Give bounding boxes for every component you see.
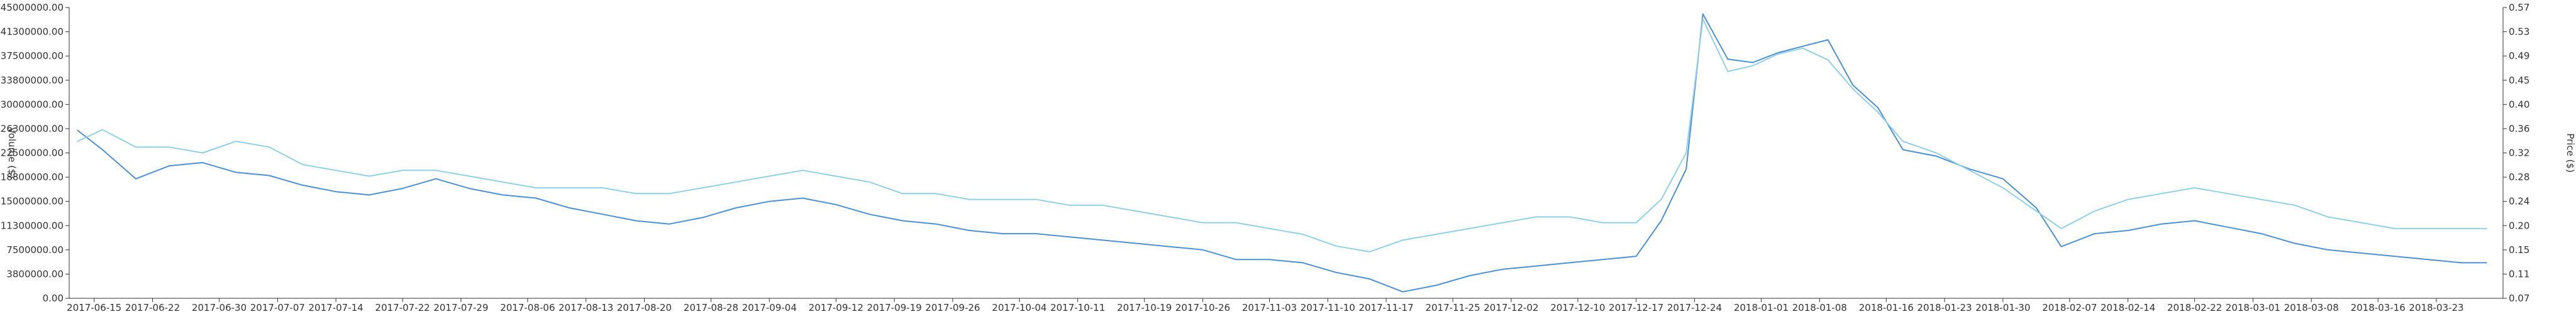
x-tick-label: 2017-09-12 <box>809 302 863 313</box>
x-tick-label: 2017-10-26 <box>1175 302 1230 313</box>
x-tick-label: 2017-07-22 <box>375 302 430 313</box>
x-tick-label: 2017-06-30 <box>192 302 247 313</box>
right-y-tick-label: 0.53 <box>2509 26 2529 38</box>
right-y-tick-label: 0.20 <box>2509 220 2529 231</box>
x-tick-label: 2017-06-15 <box>67 302 121 313</box>
right-y-axis-title: Price ($) <box>2565 133 2576 173</box>
x-tick-label: 2017-09-04 <box>742 302 797 313</box>
x-tick-label: 2017-10-04 <box>992 302 1046 313</box>
x-tick-label: 2018-02-07 <box>2042 302 2097 313</box>
x-tick-label: 2018-03-23 <box>2409 302 2463 313</box>
left-y-tick-label: 18800000.00 <box>1 171 64 183</box>
left-y-tick-label: 41300000.00 <box>1 26 64 38</box>
right-y-tick-label: 0.11 <box>2509 268 2529 279</box>
right-y-tick-label: 0.07 <box>2509 293 2529 304</box>
x-tick-label: 2017-12-17 <box>1609 302 1663 313</box>
right-y-tick-label: 0.45 <box>2509 75 2529 86</box>
x-tick-label: 2017-07-14 <box>309 302 364 313</box>
x-tick-label: 2018-01-08 <box>1792 302 1847 313</box>
left-y-tick-label: 37500000.00 <box>1 50 64 62</box>
x-tick-label: 2017-12-02 <box>1484 302 1538 313</box>
right-y-tick-label: 0.40 <box>2509 99 2529 110</box>
left-y-tick-label: 22500000.00 <box>1 148 64 159</box>
x-tick-label: 2017-08-13 <box>558 302 613 313</box>
right-y-tick-label: 0.36 <box>2509 123 2529 134</box>
x-tick-label: 2017-10-11 <box>1050 302 1105 313</box>
left-y-tick-label: 30000000.00 <box>1 99 64 110</box>
right-y-tick-label: 0.57 <box>2509 2 2529 13</box>
volume-series-line <box>77 13 2487 293</box>
left-y-tick-label: 15000000.00 <box>1 196 64 207</box>
x-tick-label: 2017-09-26 <box>925 302 980 313</box>
x-axis-ticks: 2017-06-15 2017-06-22 2017-06-30 2017-07-07… <box>67 298 2464 313</box>
x-tick-label: 2018-01-01 <box>1734 302 1789 313</box>
x-tick-label: 2018-03-01 <box>2226 302 2280 313</box>
left-y-tick-label: 26300000.00 <box>1 123 64 134</box>
left-y-tick-label: 45000000.00 <box>1 2 64 13</box>
x-tick-label: 2017-11-03 <box>1242 302 1297 313</box>
x-tick-label: 2017-12-10 <box>1550 302 1605 313</box>
price-series-line <box>77 18 2487 252</box>
x-tick-label: 2018-03-08 <box>2284 302 2339 313</box>
x-tick-label: 2018-03-16 <box>2351 302 2406 313</box>
x-tick-label: 2017-07-07 <box>250 302 305 313</box>
right-y-tick-label: 0.24 <box>2509 196 2529 207</box>
x-tick-label: 2017-11-25 <box>1425 302 1480 313</box>
x-tick-label: 2017-08-20 <box>617 302 672 313</box>
left-y-tick-label: 33800000.00 <box>1 75 64 86</box>
series-group <box>77 13 2487 293</box>
x-tick-label: 2017-12-24 <box>1667 302 1722 313</box>
right-y-axis-ticks: 0.07 0.11 0.15 0.20 0.24 0.28 0.32 0.36 0.40 0.45… <box>2503 2 2529 304</box>
x-tick-label: 2017-09-19 <box>867 302 921 313</box>
x-tick-label: 2017-08-06 <box>500 302 555 313</box>
left-y-tick-label: 7500000.00 <box>6 244 64 256</box>
right-y-tick-label: 0.49 <box>2509 50 2529 62</box>
x-tick-label: 2017-10-19 <box>1117 302 1172 313</box>
left-y-tick-label: 0.00 <box>43 293 64 304</box>
x-tick-label: 2017-06-22 <box>125 302 180 313</box>
right-y-tick-label: 0.32 <box>2509 148 2529 159</box>
right-y-tick-label: 0.15 <box>2509 244 2529 256</box>
x-tick-label: 2017-07-29 <box>433 302 488 313</box>
x-tick-label: 2018-01-16 <box>1859 302 1914 313</box>
x-tick-label: 2018-02-14 <box>2101 302 2155 313</box>
left-y-axis-title: Volume ($) <box>6 127 18 179</box>
x-tick-label: 2017-08-28 <box>684 302 738 313</box>
left-y-axis-ticks: 0.00 3800000.00 7500000.00 11300000.00 15000… <box>1 2 69 304</box>
x-tick-label: 2017-11-17 <box>1358 302 1413 313</box>
x-tick-label: 2018-02-22 <box>2167 302 2222 313</box>
left-y-tick-label: 3800000.00 <box>6 268 64 279</box>
x-tick-label: 2018-01-30 <box>1975 302 2030 313</box>
x-tick-label: 2018-01-23 <box>1917 302 1972 313</box>
x-tick-label: 2017-11-10 <box>1301 302 1355 313</box>
left-y-tick-label: 11300000.00 <box>1 220 64 231</box>
right-y-tick-label: 0.28 <box>2509 171 2529 183</box>
